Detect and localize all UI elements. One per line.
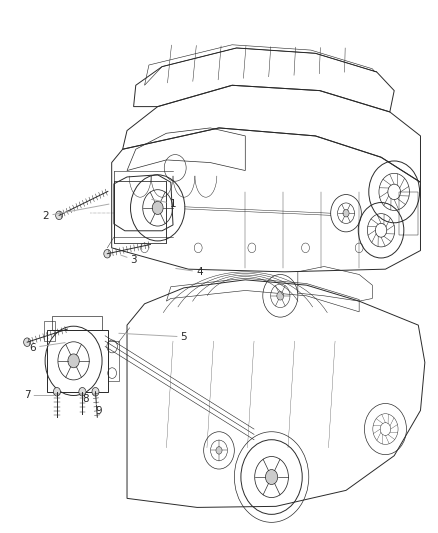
Bar <box>52 316 102 330</box>
Circle shape <box>53 387 60 396</box>
Circle shape <box>79 387 86 396</box>
Circle shape <box>104 249 111 258</box>
Circle shape <box>68 354 79 368</box>
Text: 3: 3 <box>130 255 137 264</box>
Text: 9: 9 <box>95 407 102 416</box>
Bar <box>47 330 108 392</box>
Circle shape <box>56 211 63 220</box>
Text: 5: 5 <box>180 332 187 342</box>
Text: 6: 6 <box>29 343 36 352</box>
Text: 7: 7 <box>24 391 31 400</box>
Text: 1: 1 <box>170 199 177 208</box>
Circle shape <box>216 447 222 454</box>
Bar <box>44 321 55 341</box>
Circle shape <box>265 470 278 484</box>
Circle shape <box>24 338 31 346</box>
Bar <box>108 341 119 381</box>
Circle shape <box>343 209 349 217</box>
Circle shape <box>152 201 163 214</box>
Circle shape <box>92 387 99 396</box>
Bar <box>114 181 166 243</box>
Text: 4: 4 <box>196 267 203 277</box>
Text: 8: 8 <box>82 394 89 403</box>
Text: 2: 2 <box>42 211 49 221</box>
Bar <box>399 192 418 235</box>
Circle shape <box>277 292 284 300</box>
